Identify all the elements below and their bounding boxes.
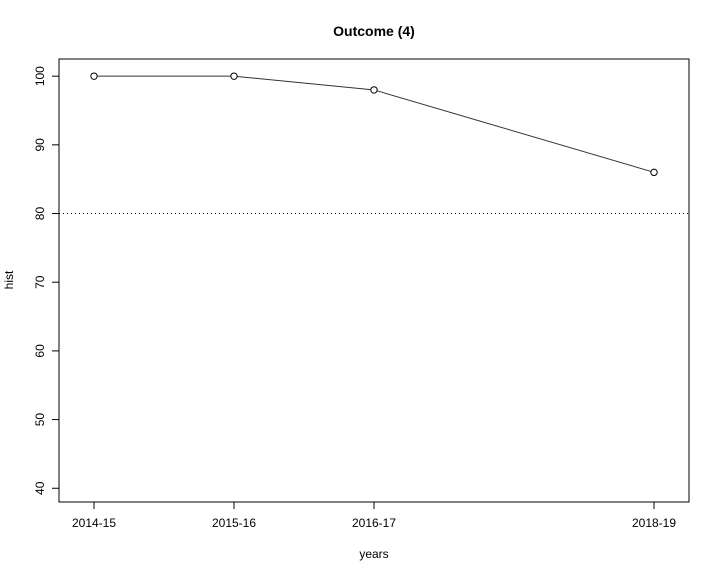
y-axis-label: hist	[2, 270, 16, 289]
x-tick-label: 2014-15	[72, 516, 116, 530]
series-layer	[90, 72, 658, 177]
x-axis-label: years	[359, 547, 388, 561]
x-tick-label: 2018-19	[632, 516, 676, 530]
data-point	[370, 86, 378, 94]
y-tick-label: 100	[33, 66, 47, 86]
x-tick-label: 2016-17	[352, 516, 396, 530]
y-tick-label: 60	[33, 344, 47, 358]
y-tick-label: 90	[33, 138, 47, 152]
data-point	[650, 168, 658, 177]
x-tick-label: 2015-16	[212, 516, 256, 530]
y-axis: 40 50 60 70 80 90 100	[33, 66, 59, 495]
x-axis: 2014-15 2015-16 2016-17 2018-19	[72, 502, 676, 530]
data-point	[230, 72, 238, 80]
y-tick-label: 70	[33, 275, 47, 289]
y-tick-label: 40	[33, 481, 47, 495]
y-tick-label: 50	[33, 413, 47, 427]
series-line-segment	[376, 90, 652, 172]
series-line-segment	[237, 75, 371, 91]
chart-title: Outcome (4)	[333, 23, 415, 39]
y-tick-label: 80	[33, 207, 47, 221]
data-point	[90, 72, 98, 80]
plot-frame	[58, 58, 690, 503]
